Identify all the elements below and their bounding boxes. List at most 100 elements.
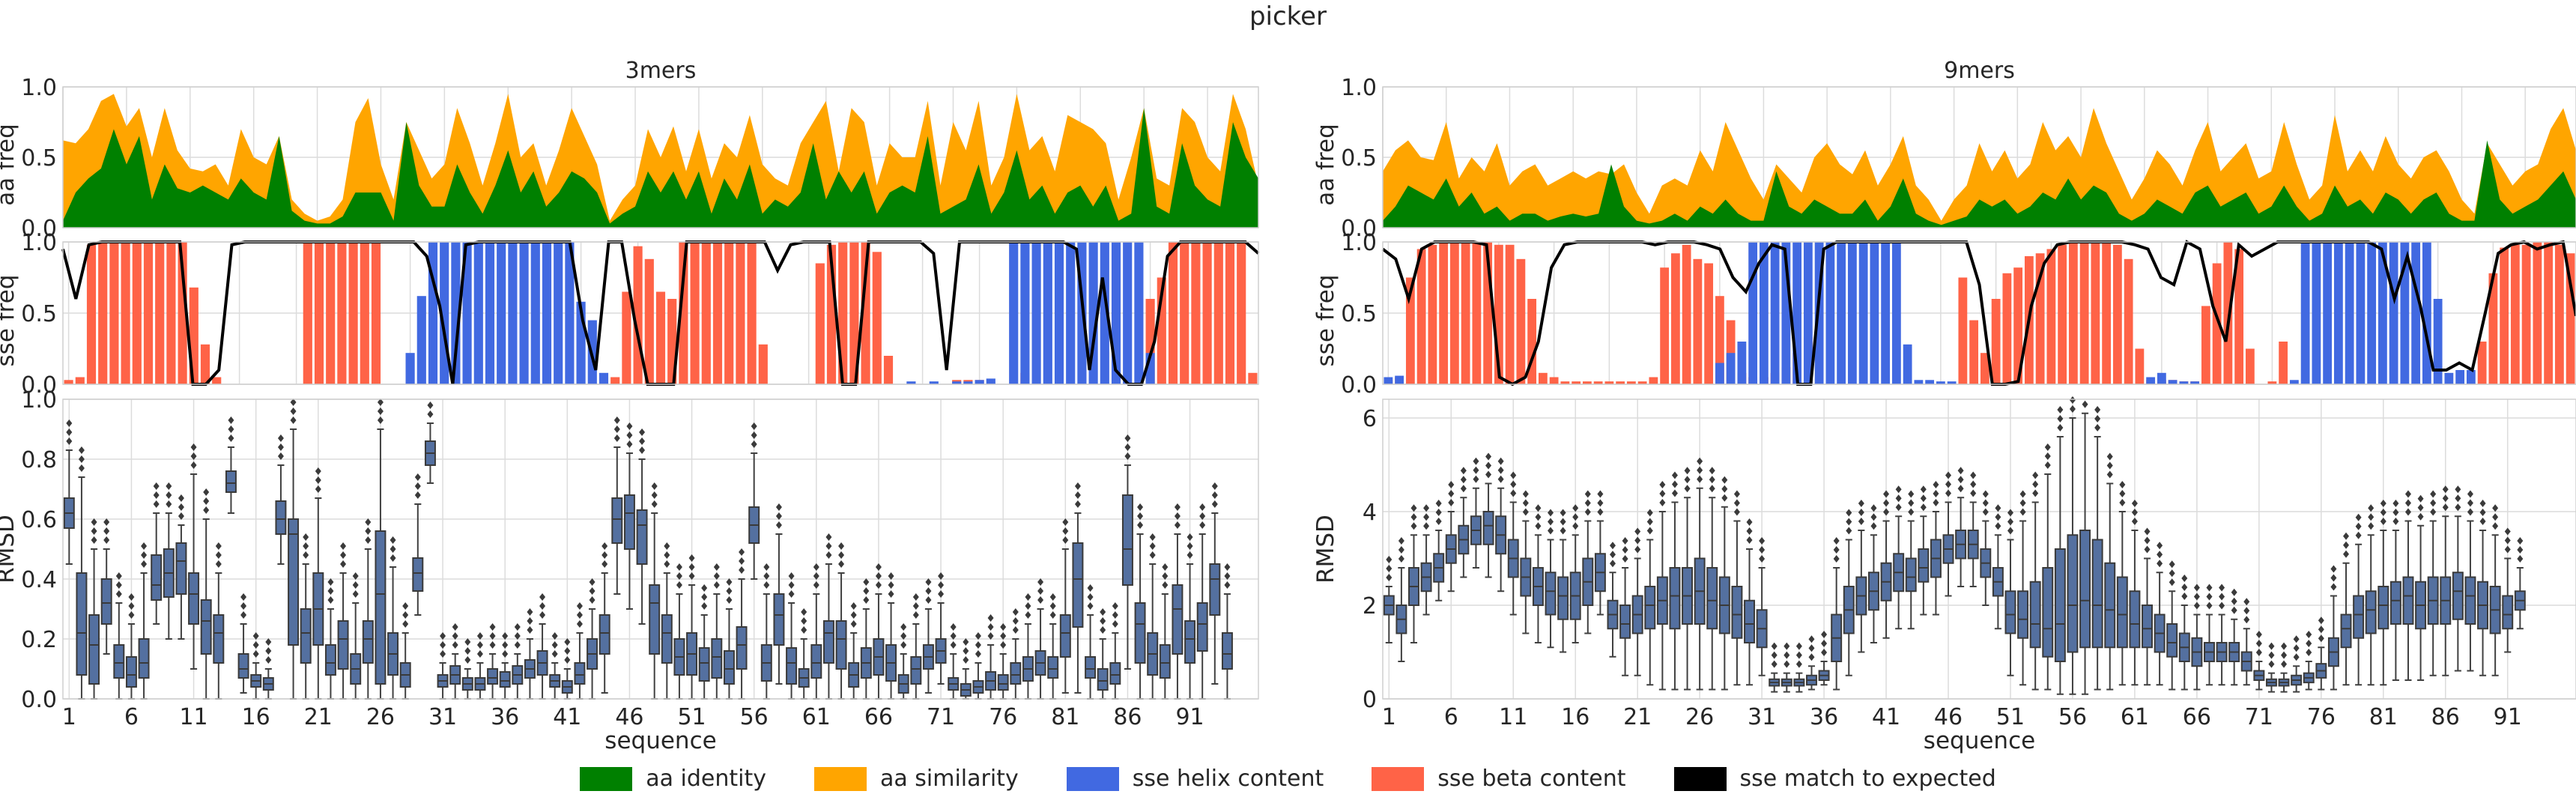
outlier-point xyxy=(1908,508,1915,516)
outlier-point xyxy=(1671,489,1678,497)
box-30 xyxy=(1744,518,1755,686)
box-27 xyxy=(387,536,399,700)
outlier-point xyxy=(2368,504,2375,512)
legend-item-sse-match: sse match to expected xyxy=(1673,766,1996,792)
outlier-point xyxy=(2219,602,2225,610)
box-42 xyxy=(1893,485,1905,630)
outlier-point xyxy=(514,632,521,640)
box-40 xyxy=(1867,504,1879,643)
outlier-point xyxy=(888,581,894,589)
box-75 xyxy=(985,614,997,700)
outlier-point xyxy=(290,407,297,415)
bar-beta xyxy=(1505,244,1515,384)
outlier-point xyxy=(340,551,347,559)
box-iqr xyxy=(1196,602,1208,652)
x-tick-label: 26 xyxy=(366,704,395,730)
outlier-point xyxy=(502,632,509,640)
outlier-point xyxy=(1012,608,1019,616)
outlier-point xyxy=(1124,434,1131,442)
outlier-point xyxy=(888,590,894,598)
box-iqr xyxy=(2079,530,2091,649)
outlier-point xyxy=(1846,509,1852,517)
outlier-point xyxy=(1933,490,1939,497)
outlier-point xyxy=(2255,631,2262,638)
outlier-point xyxy=(975,632,981,640)
outlier-point xyxy=(1982,490,1989,498)
outlier-point xyxy=(228,425,234,433)
bar-beta xyxy=(1560,381,1570,384)
outlier-point xyxy=(1224,581,1231,589)
outlier-point xyxy=(1771,660,1778,668)
box-iqr xyxy=(636,509,648,565)
bar-beta xyxy=(98,242,108,384)
outlier-point xyxy=(1510,471,1517,479)
box-35 xyxy=(487,623,499,700)
outlier-point xyxy=(1199,503,1206,511)
outlier-point xyxy=(115,572,122,580)
outlier-point xyxy=(440,650,446,658)
outlier-point xyxy=(701,593,708,601)
outlier-point xyxy=(664,542,670,550)
outlier-point xyxy=(564,656,571,664)
y-tick-label: 1.0 xyxy=(21,387,57,413)
outlier-point xyxy=(539,611,546,619)
outlier-point xyxy=(1746,536,1753,544)
box-iqr xyxy=(822,620,834,664)
outlier-point xyxy=(825,533,832,541)
x-tick-label: 16 xyxy=(1561,704,1589,730)
outlier-point xyxy=(1149,533,1156,541)
bar-helix xyxy=(416,296,426,384)
box-iqr xyxy=(2340,613,2352,649)
outlier-point xyxy=(2417,512,2424,521)
outlier-point xyxy=(2467,508,2473,516)
outlier-point xyxy=(2094,415,2101,422)
box-56 xyxy=(2067,396,2079,695)
bar-helix xyxy=(1726,353,1736,384)
box-iqr xyxy=(2067,534,2079,653)
outlier-point xyxy=(2057,424,2064,431)
box-21 xyxy=(312,467,324,700)
outlier-point xyxy=(1448,490,1455,497)
outlier-point xyxy=(775,512,782,520)
box-57 xyxy=(760,563,772,700)
outlier-point xyxy=(2206,584,2213,592)
bar-helix xyxy=(2356,242,2366,384)
bar-helix xyxy=(906,381,916,384)
box-87 xyxy=(1134,503,1146,700)
bar-helix xyxy=(1043,242,1052,384)
outlier-point xyxy=(352,590,359,598)
outlier-point xyxy=(900,641,907,649)
box-iqr xyxy=(1209,563,1221,616)
outlier-point xyxy=(1049,602,1056,610)
box-iqr xyxy=(2042,567,2054,658)
outlier-point xyxy=(1609,542,1616,550)
outlier-point xyxy=(1684,485,1691,493)
x-tick-label: 91 xyxy=(2494,704,2522,730)
axes-frame xyxy=(62,399,1259,700)
outlier-point xyxy=(1037,587,1044,595)
box-iqr xyxy=(100,578,112,625)
outlier-point xyxy=(1883,499,1890,507)
box-iqr xyxy=(1545,572,1557,616)
outlier-point xyxy=(228,416,234,424)
outlier-point xyxy=(775,503,782,511)
outlier-point xyxy=(103,536,110,544)
outlier-point xyxy=(639,428,646,436)
outlier-point xyxy=(141,560,148,568)
box-8 xyxy=(1470,457,1482,569)
outlier-point xyxy=(327,596,334,604)
box-76 xyxy=(997,623,1009,700)
outlier-point xyxy=(190,452,197,460)
outlier-point xyxy=(1522,490,1529,498)
bar-helix xyxy=(1925,380,1935,384)
outlier-point xyxy=(2430,508,2437,516)
outlier-point xyxy=(1535,504,1542,512)
legend-label: sse match to expected xyxy=(1739,766,1996,792)
outlier-point xyxy=(2193,593,2200,601)
box-53 xyxy=(711,563,723,700)
outlier-point xyxy=(751,440,757,448)
outlier-point xyxy=(2007,527,2013,535)
outlier-point xyxy=(1211,491,1218,499)
bar-helix xyxy=(1054,242,1064,384)
